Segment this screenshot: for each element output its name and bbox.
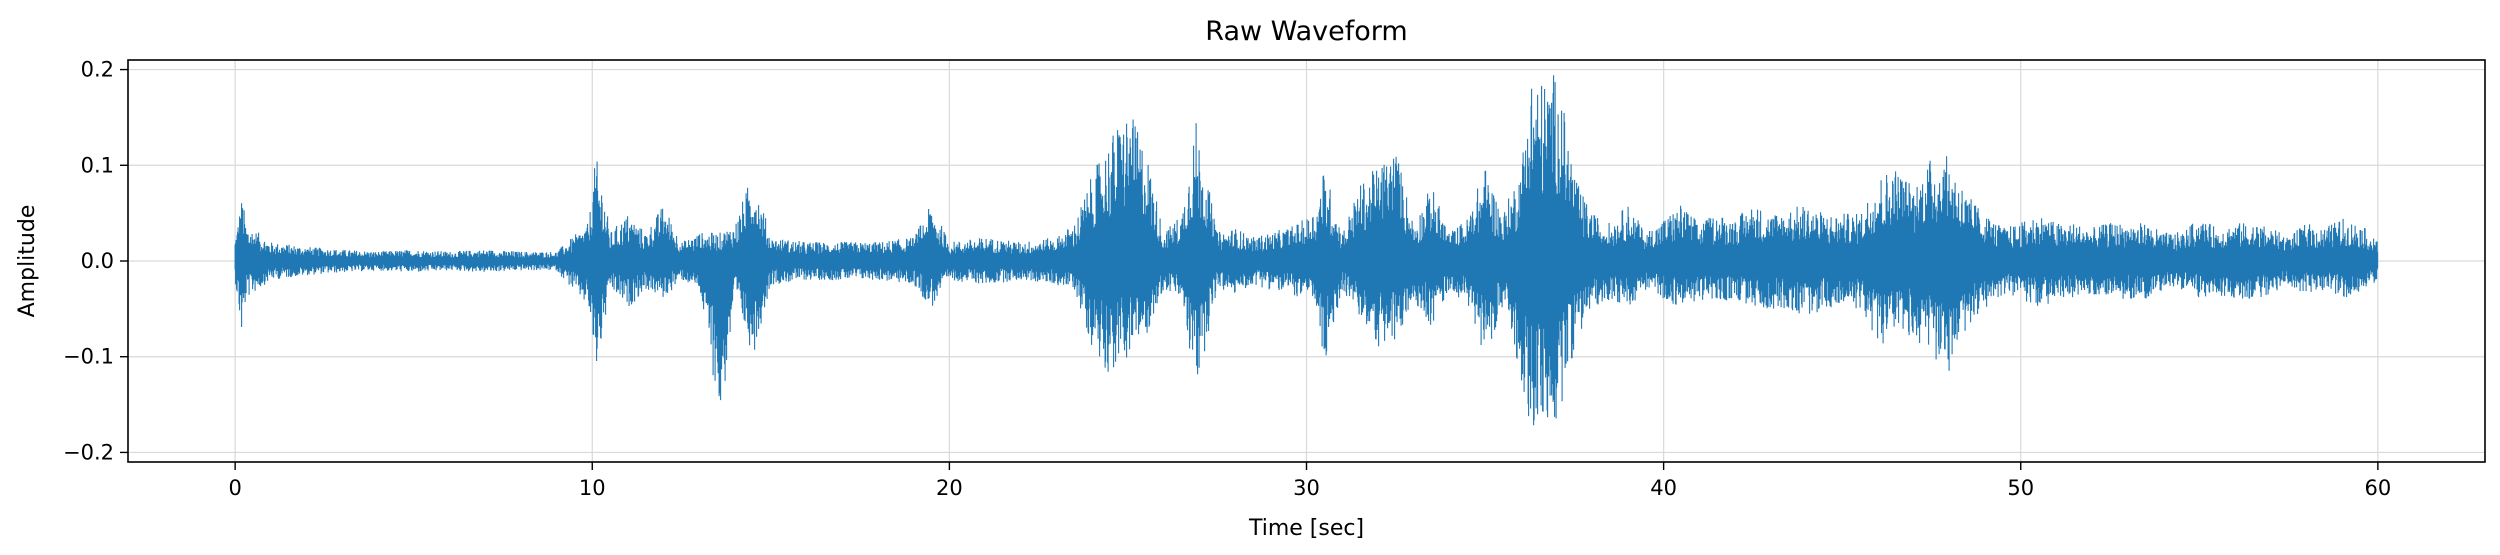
y-tick-label: 0.2	[81, 58, 114, 82]
y-tick-label: −0.2	[63, 440, 114, 464]
x-tick-label: 40	[1650, 476, 1677, 500]
x-tick-label: 50	[2007, 476, 2034, 500]
y-axis-label: Amplitude	[15, 205, 40, 318]
x-tick-label: 10	[579, 476, 606, 500]
y-tick-label: 0.1	[81, 153, 114, 177]
waveform-line	[234, 75, 2379, 426]
waveform-series	[234, 75, 2379, 426]
x-tick-label: 0	[228, 476, 241, 500]
x-tick-label: 20	[936, 476, 963, 500]
x-axis-label: Time [sec]	[1248, 516, 1364, 541]
x-tick-label: 30	[1293, 476, 1320, 500]
axis-ticks: 0 10 20 30 40 50 60 −0.2 −0.1 0.0 0.1 0.2	[63, 58, 2391, 500]
y-tick-label: −0.1	[63, 345, 114, 369]
y-tick-label: 0.0	[81, 249, 114, 273]
x-tick-label: 60	[2364, 476, 2391, 500]
chart-title: Raw Waveform	[1205, 16, 1407, 47]
